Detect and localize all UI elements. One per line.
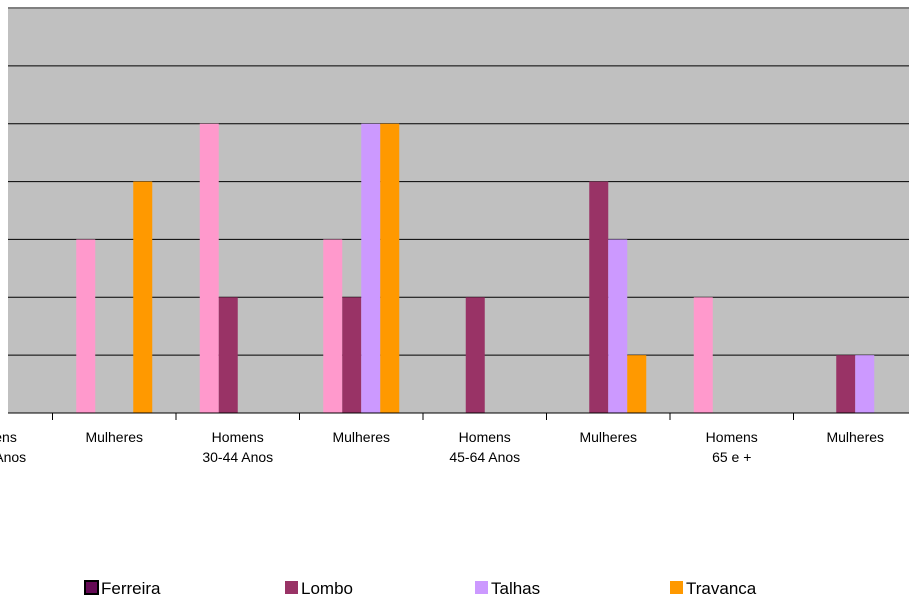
bar-pink: [199, 123, 219, 413]
bar-pink: [693, 297, 713, 413]
plot-area: [8, 7, 909, 413]
bar-pink: [323, 239, 343, 413]
bar-talhas: [608, 239, 628, 413]
bar-pink: [76, 239, 96, 413]
bar-talhas: [855, 355, 875, 413]
x-tick-label: Homens: [0, 429, 17, 445]
bar-lombo: [589, 181, 609, 413]
legend-swatch: [84, 580, 99, 595]
x-tick-label: Homens: [706, 429, 758, 445]
legend-swatch: [670, 581, 683, 594]
legend-swatch: [475, 581, 488, 594]
bar-lombo: [836, 355, 856, 413]
bar-travanca: [627, 355, 647, 413]
legend-label: Travanca: [686, 579, 757, 598]
x-tick-label: Mulheres: [826, 429, 884, 445]
x-tick-label: 65 e +: [712, 449, 751, 465]
bar-lombo: [342, 297, 362, 413]
plot-background: [8, 8, 909, 413]
x-axis: Homens 18-29 Anos Mulheres Homens 30-44 Anos…: [0, 412, 909, 465]
x-tick-label: Mulheres: [579, 429, 637, 445]
x-tick-label: Homens: [212, 429, 264, 445]
bar-travanca: [133, 181, 153, 413]
x-tick-label: Mulheres: [85, 429, 143, 445]
x-tick-label: 30-44 Anos: [202, 449, 273, 465]
legend: Ferreira Lombo Talhas Travanca: [84, 579, 757, 598]
bar-lombo: [218, 297, 238, 413]
legend-swatch: [285, 581, 298, 594]
bar-travanca: [380, 123, 400, 413]
bar-talhas: [361, 123, 381, 413]
x-tick-label: 45-64 Anos: [449, 449, 520, 465]
bar-lombo: [465, 297, 485, 413]
legend-label: Ferreira: [101, 579, 161, 598]
bars: [76, 123, 875, 413]
legend-label: Lombo: [301, 579, 353, 598]
x-tick-label: 18-29 Anos: [0, 449, 26, 465]
legend-label: Talhas: [491, 579, 540, 598]
x-tick-label: Homens: [459, 429, 511, 445]
x-tick-label: Mulheres: [332, 429, 390, 445]
